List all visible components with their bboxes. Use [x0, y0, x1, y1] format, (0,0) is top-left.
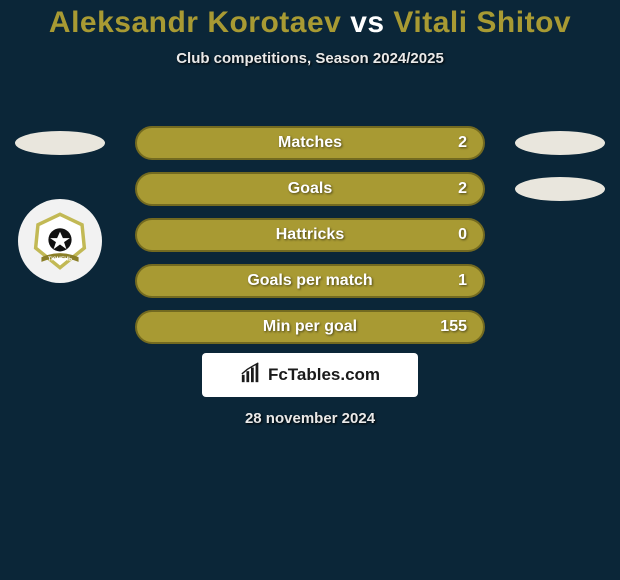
- player-right-marker: [515, 131, 605, 155]
- club-badge-icon: ТЮМЕНЬ: [18, 199, 102, 283]
- vs-label: vs: [350, 6, 384, 39]
- stat-label: Hattricks: [276, 226, 344, 244]
- stat-label: Min per goal: [263, 318, 357, 336]
- player-left-name: Aleksandr Korotaev: [49, 6, 341, 39]
- subtitle: Club competitions, Season 2024/2025: [0, 50, 620, 67]
- footer-date: 28 november 2024: [0, 410, 620, 427]
- stat-value: 155: [440, 318, 467, 336]
- stat-row: ТЮМЕНЬ Hattricks0: [0, 212, 620, 258]
- comparison-card: Aleksandr Korotaev vs Vitali Shitov Club…: [0, 0, 620, 580]
- player-right-marker: [515, 177, 605, 201]
- brand-box[interactable]: FcTables.com: [202, 353, 418, 397]
- stat-label: Matches: [278, 134, 342, 152]
- stats-region: Matches 2 Goals 2 ТЮМЕНЬ Hattricks 0 Goals pe…: [0, 120, 620, 350]
- stat-pill: Matches 2: [120, 126, 500, 160]
- right-cell: [500, 131, 620, 155]
- brand-icon: [240, 362, 262, 389]
- brand-text: FcTables.com: [268, 365, 380, 385]
- stat-pill: Hattricks 0: [120, 218, 500, 252]
- stat-value: 1: [458, 272, 467, 290]
- stat-pill-inner: Matches 2: [135, 126, 485, 160]
- stat-pill: Goals 2: [120, 172, 500, 206]
- player-right-name: Vitali Shitov: [393, 6, 571, 39]
- page-title: Aleksandr Korotaev vs Vitali Shitov: [0, 0, 620, 40]
- player-left-marker: [15, 131, 105, 155]
- stat-pill: Goals per match 1: [120, 264, 500, 298]
- stat-label: Goals per match: [247, 272, 372, 290]
- stat-value: 0: [458, 226, 467, 244]
- stat-pill-inner: Goals per match 1: [135, 264, 485, 298]
- stat-pill: Min per goal 155: [120, 310, 500, 344]
- stat-pill-inner: Goals 2: [135, 172, 485, 206]
- stat-row: Matches 2: [0, 120, 620, 166]
- stat-row: Min per goal 155: [0, 304, 620, 350]
- stat-value: 2: [458, 180, 467, 198]
- stat-pill-inner: Min per goal 155: [135, 310, 485, 344]
- club-badge: ТЮМЕНЬ: [18, 199, 102, 283]
- right-cell: [500, 177, 620, 201]
- stat-value: 2: [458, 134, 467, 152]
- svg-text:ТЮМЕНЬ: ТЮМЕНЬ: [48, 257, 72, 263]
- stat-label: Goals: [288, 180, 332, 198]
- left-cell: [0, 131, 120, 155]
- stat-pill-inner: Hattricks 0: [135, 218, 485, 252]
